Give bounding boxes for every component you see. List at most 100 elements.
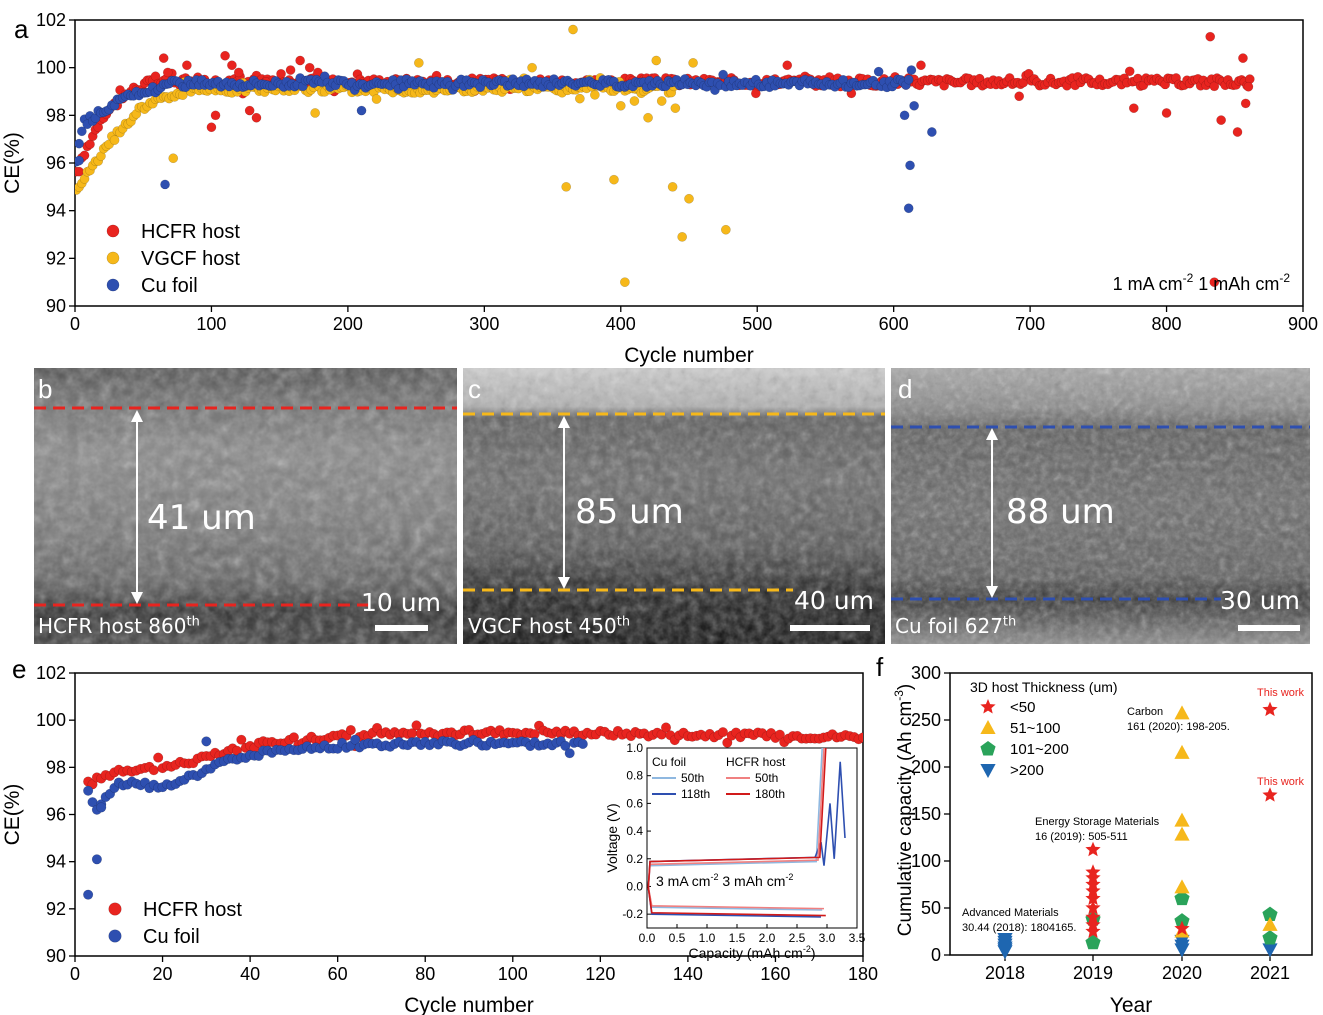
- legend-marker: [106, 224, 120, 238]
- inset-x-tick-label: 0.0: [639, 931, 656, 945]
- charge-curve: [647, 747, 827, 890]
- data-point: [568, 24, 578, 35]
- data-point: [906, 65, 917, 75]
- data-point: [1232, 127, 1243, 137]
- inset-x-axis-label: Capacity (mAh cm-2): [688, 944, 815, 961]
- legend-marker: [980, 720, 996, 734]
- legend-marker: [108, 902, 122, 916]
- inset-x-tick-label: 0.5: [669, 931, 686, 945]
- y-tick-label: 102: [36, 663, 66, 683]
- data-point: [677, 232, 688, 242]
- ce-chart-a: 0 100 200 300 400 500 600 700 800 900 90 92 94 96 98 10…: [1, 10, 1318, 367]
- data-point: [295, 55, 305, 66]
- data-point: [75, 155, 84, 166]
- data-point: [620, 277, 630, 288]
- legend-label: HCFR host: [143, 899, 242, 921]
- data-point: [1085, 900, 1101, 915]
- legend-marker: [980, 764, 996, 778]
- series-triangle-up: [1174, 705, 1278, 938]
- data-point: [873, 66, 884, 77]
- x-tick-label: 300: [469, 314, 499, 334]
- y-tick-label: 94: [46, 201, 66, 221]
- inset-x-tick-label: 1.5: [729, 931, 746, 945]
- y-axis-label: CE(%): [1, 132, 24, 194]
- annotation-esm-ref: 16 (2019): 505-511: [1035, 831, 1128, 843]
- x-tick-label: 600: [879, 314, 909, 334]
- data-point: [561, 181, 572, 192]
- x-axis-label: Cycle number: [624, 344, 754, 367]
- series-star: [1085, 701, 1278, 938]
- inset-x-tick-label: 1.0: [699, 931, 716, 945]
- inset-y-tick-label: 0.0: [626, 879, 643, 893]
- data-point: [1174, 920, 1190, 936]
- data-point: [1209, 277, 1220, 288]
- data-point: [1085, 909, 1101, 924]
- legend-label: >200: [1010, 762, 1044, 779]
- data-point: [1262, 787, 1278, 802]
- data-point: [356, 105, 367, 116]
- y-tick-label: 100: [36, 710, 66, 730]
- data-point: [590, 90, 600, 100]
- x-tick-label: 160: [760, 964, 790, 984]
- data-point: [660, 722, 672, 733]
- annotation-carbon-ref: 161 (2020): 198-205.: [1127, 721, 1230, 733]
- data-point: [411, 720, 422, 731]
- panel-letter-d: d: [898, 374, 913, 404]
- inset-y-tick-label: 0.6: [626, 796, 643, 810]
- x-tick-label: 20: [153, 964, 173, 984]
- data-point: [684, 193, 694, 204]
- x-tick-label: 40: [240, 964, 260, 984]
- data-point: [615, 100, 626, 111]
- data-point: [201, 736, 212, 747]
- data-point: [288, 732, 299, 743]
- data-point: [916, 60, 926, 71]
- legend-marker: [106, 251, 120, 265]
- data-point: [83, 785, 94, 796]
- annotation-am-ref: 30.44 (2018): 1804165.: [962, 922, 1076, 934]
- sem-image-b: b 41 um 10 um HCFR host 860th: [34, 368, 457, 644]
- scale-label: 30 um: [1220, 586, 1300, 615]
- data-point: [899, 110, 910, 121]
- inset-y-tick-label: 0.4: [626, 824, 643, 838]
- data-point: [720, 224, 731, 235]
- y-tick-label: 96: [46, 153, 66, 173]
- panel-letter-a: a: [14, 14, 29, 44]
- data-point: [1205, 31, 1216, 42]
- data-point: [182, 60, 192, 71]
- panel-e: 0 20 40 60 80 100 120 140 160 180 90 92 94 96 98 100 102…: [0, 650, 880, 1015]
- x-axis-label: Year: [1110, 994, 1152, 1015]
- capacity-chart-f: 2018 2019 2020 2021 0 50 100 150 200 250 300 3D hos…: [892, 663, 1313, 1015]
- legend-title: 3D host Thickness (um): [970, 679, 1118, 695]
- sem-overlay-b: [34, 368, 457, 644]
- panel-letter-b: b: [38, 374, 53, 404]
- inset-x-tick-label: 3.5: [849, 931, 866, 945]
- data-point: [233, 67, 244, 78]
- inset-condition: 3 mA cm-2 3 mAh cm-2: [656, 872, 793, 889]
- data-point: [285, 65, 296, 75]
- data-point: [244, 105, 255, 116]
- data-point: [905, 160, 915, 171]
- data-point: [109, 135, 120, 145]
- y-tick-label: 98: [46, 105, 66, 125]
- y-tick-label: 90: [46, 946, 66, 966]
- inset-x-tick-label: 2.0: [759, 931, 776, 945]
- data-point: [1085, 923, 1101, 938]
- legend-label: <50: [1010, 699, 1035, 716]
- scale-label: 10 um: [361, 588, 441, 617]
- y-tick-label: 96: [46, 805, 66, 825]
- legend-marker: [980, 741, 996, 756]
- legend-label: VGCF host: [141, 248, 240, 270]
- data-point: [688, 58, 698, 68]
- inset-y-tick-label: 0.2: [626, 852, 643, 866]
- x-tick-label: 0: [70, 964, 80, 984]
- data-point: [1174, 744, 1190, 759]
- annotation-this-work: This work: [1257, 687, 1305, 699]
- data-point: [527, 62, 537, 73]
- data-point: [1085, 883, 1101, 898]
- data-point: [220, 50, 230, 61]
- y-tick-label: 98: [46, 757, 66, 777]
- data-point: [782, 60, 793, 71]
- y-tick-label: 50: [921, 898, 941, 918]
- data-point: [1128, 103, 1139, 114]
- data-point: [1174, 705, 1190, 720]
